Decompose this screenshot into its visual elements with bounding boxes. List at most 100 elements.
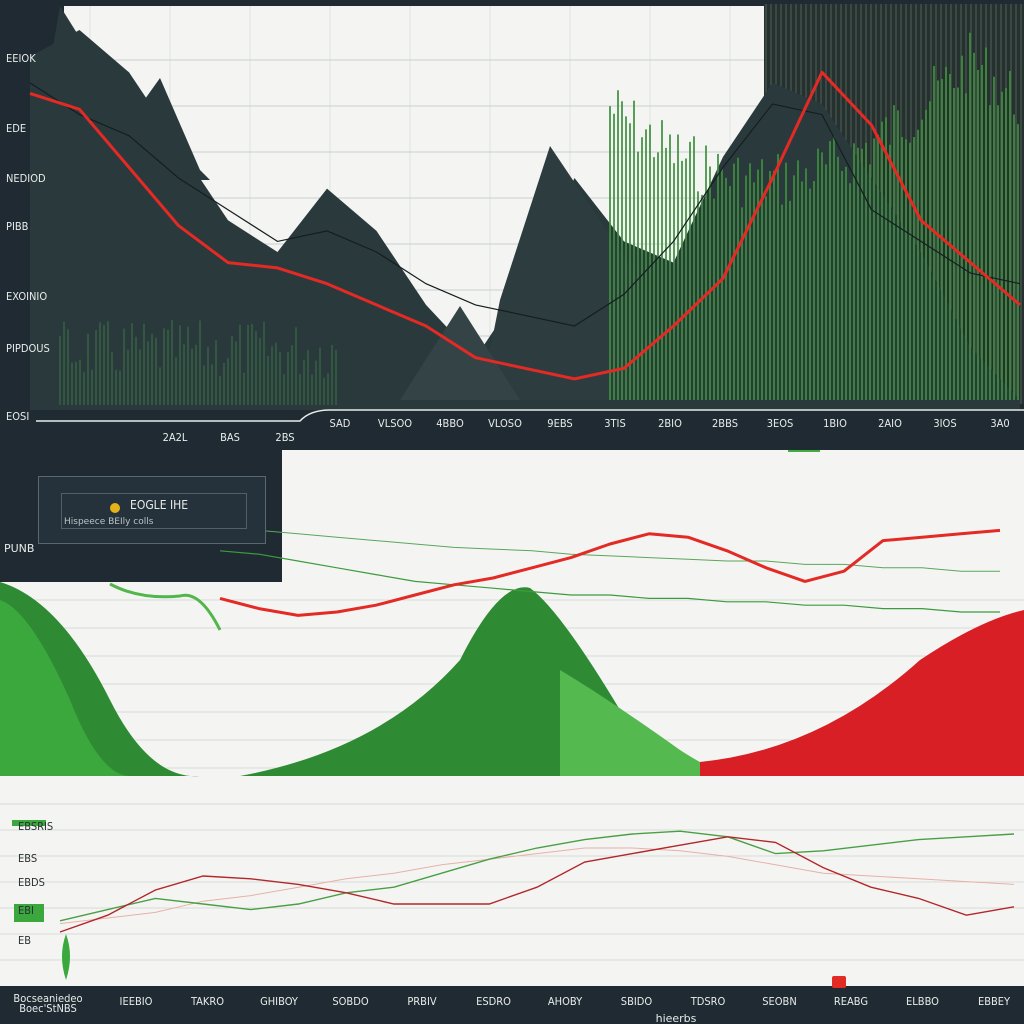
bottom-chart-background xyxy=(0,780,1024,1024)
legend-marker-icon xyxy=(110,503,120,513)
x-tick-label: AHOBY xyxy=(548,995,583,1008)
x-tick-label: 2EB xyxy=(641,778,661,780)
y-tick-label: EOSI xyxy=(6,410,29,423)
legend-title: EOGLE IHE xyxy=(130,498,189,512)
x-tick-label: 2BS xyxy=(30,778,49,780)
x-tick-label: 2BIO xyxy=(658,417,682,430)
series-line-red xyxy=(219,528,1001,617)
x-tick-label: ESDRO xyxy=(476,995,511,1008)
x-tick-label: 3A0 xyxy=(990,417,1009,430)
x-tick-label: SAD xyxy=(330,417,351,430)
x-tick-label: EBBEY xyxy=(978,995,1011,1008)
series-line-thin xyxy=(219,526,1000,572)
x-tick-label: 3BIB xyxy=(734,778,757,780)
x-tick-label: 2BS xyxy=(275,431,294,444)
x-tick-label: SBDB xyxy=(543,778,571,780)
x-tick-label: SOBDO xyxy=(332,995,368,1008)
bottom-green-drop xyxy=(62,934,70,980)
x-tick-label: 1BIO xyxy=(823,417,847,430)
x-tick-label: 2BB xyxy=(312,778,332,780)
x-tick-label: SEOBN xyxy=(762,995,797,1008)
x-tick-label: 6BB xyxy=(77,778,97,780)
bottom-chart: EBSRIS EBS EBDS EBI EB BocseaniedeoBoec'StNB… xyxy=(0,780,1024,1024)
y-tick-label: EBDS xyxy=(18,876,45,889)
legend-subtitle: Hispeece BEIly colls xyxy=(64,517,154,527)
mountain-peak xyxy=(400,306,520,400)
top-mountains xyxy=(30,6,1020,410)
x-tick-label: 3EOS xyxy=(767,417,794,430)
mountain-peak xyxy=(30,6,210,180)
x-tick-label: PRBIV xyxy=(407,995,437,1008)
x-tick-label: Bocseaniedeo xyxy=(13,992,82,1005)
top-x-axis xyxy=(36,409,1024,422)
y-tick-label: EEIOK xyxy=(6,52,36,65)
x-tick-label: TDSRO xyxy=(690,995,726,1008)
x-tick-label: 3IOS xyxy=(933,417,956,430)
x-tick-label: 2BBS xyxy=(712,417,738,430)
x-tick-label: 22EDB xyxy=(869,778,902,780)
series-line-red xyxy=(29,70,1021,381)
mountain-peak xyxy=(480,146,640,400)
bottom-series xyxy=(59,830,1015,933)
x-tick-label: 2BD xyxy=(406,778,427,780)
mountain-area xyxy=(30,30,1020,410)
middle-y-label: PUNB xyxy=(4,542,34,555)
x-tick-label: 2ABS xyxy=(591,778,617,780)
x-tick-label: ELBBO xyxy=(906,995,939,1008)
x-tick-label: GHIBOY xyxy=(260,995,299,1008)
y-tick-label: EBSRIS xyxy=(18,820,53,833)
y-tick-label: EB xyxy=(18,934,31,947)
x-tick-label: 2BB xyxy=(359,778,379,780)
x-tick-label: 2BIO xyxy=(968,778,992,780)
bottom-y-ticks: EBSRIS EBS EBDS EBI EB xyxy=(18,820,53,947)
x-tick-label: 2A2L xyxy=(163,431,188,444)
x-tick-label: 4BBO xyxy=(436,417,464,430)
y-tick-label: EDE xyxy=(6,122,26,135)
series-line-pale xyxy=(59,847,1015,925)
x-tick-label: TAKRO xyxy=(190,995,224,1008)
y-tick-label: PIBB xyxy=(6,220,29,233)
middle-x-ticks: 2BS 6BB 1290 2BB SEDH WB 2BB 2BB 2BD 2010 ERS SBDB 2… xyxy=(30,778,992,780)
y-tick-label: EBI xyxy=(18,904,34,917)
series-line-red xyxy=(59,836,1015,933)
x-tick-label: 2BB xyxy=(171,778,191,780)
red-area-right xyxy=(700,610,1024,776)
bottom-red-marker xyxy=(832,976,846,988)
green-area-center-light xyxy=(560,670,740,776)
x-tick-label: WB xyxy=(267,778,284,780)
x-tick-label: ERS xyxy=(500,778,519,780)
legend-panel: EOGLE IHE Hispeece BEIly colls xyxy=(38,476,266,544)
x-tick-label: 9EBS xyxy=(547,417,572,430)
x-tick-label: 2BB xyxy=(923,778,943,780)
middle-areas xyxy=(0,582,1024,777)
top-chart: EEIOK EDE NEDIOD PIBB EXOINIO PIPDOUS EOSI 2A2… xyxy=(0,0,1024,450)
y-tick-label: EBS xyxy=(18,852,37,865)
x-tick-label: SBIDO xyxy=(621,995,653,1008)
x-tick-label: CUOK xyxy=(778,778,807,780)
middle-series xyxy=(109,526,1001,631)
x-tick-label: 3BB xyxy=(688,778,708,780)
bottom-grid xyxy=(0,803,1024,961)
bottom-y-marker-2 xyxy=(14,904,44,922)
x-tick-label: BAS xyxy=(220,431,240,444)
bottom-x-title: hieerbs xyxy=(656,1012,697,1024)
x-tick-label: REABG xyxy=(834,995,868,1008)
series-line-green xyxy=(59,830,1015,922)
x-tick-label: IEEBIO xyxy=(120,995,153,1008)
green-area-left-light xyxy=(0,600,130,776)
x-tick-label: SEDH xyxy=(214,778,242,780)
top-y-ticks: EEIOK EDE NEDIOD PIBB EXOINIO PIPDOUS EOSI xyxy=(6,52,50,423)
series-line-green-thick xyxy=(109,582,222,631)
x-tick-label: Boec'StNBS xyxy=(19,1002,77,1015)
x-tick-label: 2010 xyxy=(450,778,475,780)
y-tick-label: PIPDOUS xyxy=(6,342,50,355)
x-tick-label: 1290 xyxy=(121,778,146,780)
y-tick-label: EXOINIO xyxy=(6,290,47,303)
series-line-green xyxy=(219,550,1000,613)
legend-inner: EOGLE IHE Hispeece BEIly colls xyxy=(61,493,247,529)
x-tick-label: 3TIS xyxy=(604,417,626,430)
bottom-axis-band xyxy=(0,986,1024,1024)
x-tick-label: VLOSO xyxy=(488,417,522,430)
top-x-ticks: 2A2L BAS 2BS SAD VLSOO 4BBO VLOSO 9EBS 3TIS 2BIO 2… xyxy=(163,417,1010,444)
